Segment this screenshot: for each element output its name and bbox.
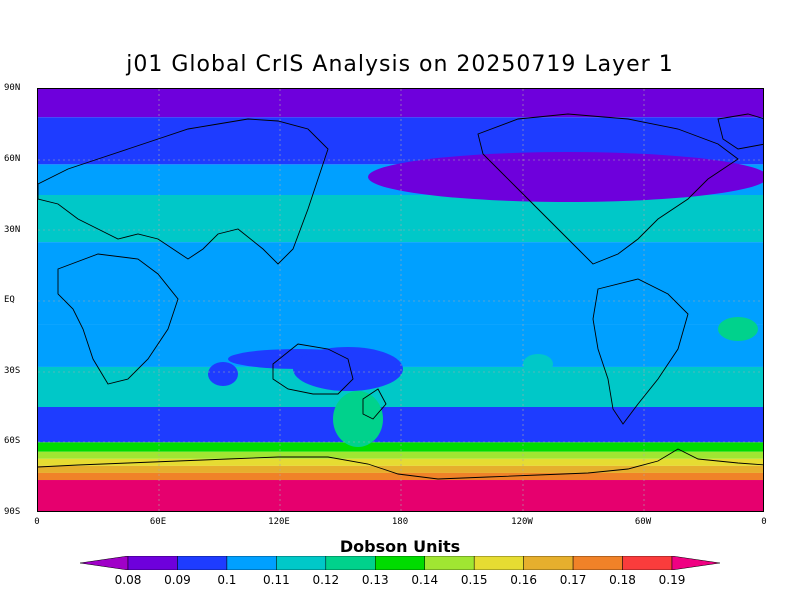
australia-coast — [272, 343, 354, 395]
colorbar-tick-label: 0.17 — [559, 573, 587, 587]
colorbar-tick-label: 0.18 — [609, 573, 636, 587]
colorbar-tick-label: 0.09 — [164, 573, 191, 587]
coastlines — [38, 113, 763, 480]
colorbar-swatch-3 — [276, 556, 327, 570]
graticule — [38, 89, 763, 511]
colorbar-swatch-9 — [572, 556, 623, 570]
map-blobs — [208, 152, 763, 447]
lon-label-180: 180 — [391, 517, 409, 527]
colorbar-tick-label: 0.11 — [263, 573, 290, 587]
blob-australia-south — [333, 391, 383, 447]
colorbar-swatch-0 — [127, 556, 178, 570]
band-11 — [38, 465, 763, 473]
map-title: j01 Global CrIS Analysis on 20250719 Lay… — [126, 52, 674, 77]
ozone-map — [37, 88, 764, 512]
africa-coast — [57, 253, 179, 385]
lat-label-eq: EQ — [4, 295, 15, 305]
colorbar-swatch-5 — [375, 556, 425, 570]
south-america-coast — [592, 278, 689, 425]
colorbar-swatch-2 — [226, 556, 277, 570]
blob-arctic — [368, 152, 763, 202]
lon-label-60w: 60W — [634, 517, 652, 527]
colorbar-overflow-triangle — [671, 556, 720, 570]
north-america-coast — [477, 113, 739, 265]
lon-label-0-west: 0 — [34, 517, 40, 527]
lon-label-120w: 120W — [511, 517, 533, 527]
band-12 — [38, 472, 763, 481]
colorbar-swatch-7 — [473, 556, 524, 570]
colorbar — [80, 556, 720, 570]
antarctica-coast — [38, 448, 763, 480]
colorbar-tick-label: 0.08 — [114, 573, 142, 587]
ozone-map-canvas — [38, 89, 763, 511]
latitude-bands — [38, 89, 763, 511]
colorbar-swatch-1 — [177, 556, 228, 570]
band-9 — [38, 451, 763, 459]
lat-label-90n: 90N — [4, 83, 21, 93]
colorbar-swatch-8 — [523, 556, 574, 570]
lat-label-90s: 90S — [4, 507, 21, 517]
colorbar-tick-label: 0.14 — [411, 573, 439, 587]
colorbar-tick-label: 0.15 — [460, 573, 488, 587]
lon-label-120e: 120E — [268, 517, 290, 527]
colorbar-tick-label: 0.12 — [312, 573, 340, 587]
blob-east-pacific — [523, 354, 553, 374]
lon-label-60e: 60E — [149, 517, 167, 527]
blob-west-pacific — [293, 347, 403, 391]
lat-label-60n: 60N — [4, 154, 21, 164]
eurasia-coast — [38, 118, 329, 265]
colorbar-underflow-triangle — [80, 556, 129, 570]
band-0 — [38, 89, 763, 118]
colorbar-tick-label: 0.19 — [658, 573, 686, 587]
greenland-coast — [717, 113, 763, 150]
lat-label-60s: 60S — [4, 436, 21, 446]
band-8 — [38, 442, 763, 452]
colorbar-swatch-6 — [424, 556, 475, 570]
lat-label-30n: 30N — [4, 225, 21, 235]
colorbar-swatch-10 — [622, 556, 673, 570]
lon-label-0-east: 0 — [761, 517, 767, 527]
colorbar-title: Dobson Units — [339, 537, 461, 556]
blob-atlantic — [718, 317, 758, 341]
colorbar-tick-label: 0.1 — [217, 573, 237, 587]
colorbar-tick-label: 0.13 — [361, 573, 389, 587]
blob-arabian-sea — [208, 362, 238, 386]
new-zealand-coast — [362, 388, 387, 420]
colorbar-tick-label: 0.16 — [510, 573, 537, 587]
band-10 — [38, 458, 763, 466]
lat-label-30s: 30S — [4, 366, 21, 376]
colorbar-swatch-4 — [325, 556, 376, 570]
